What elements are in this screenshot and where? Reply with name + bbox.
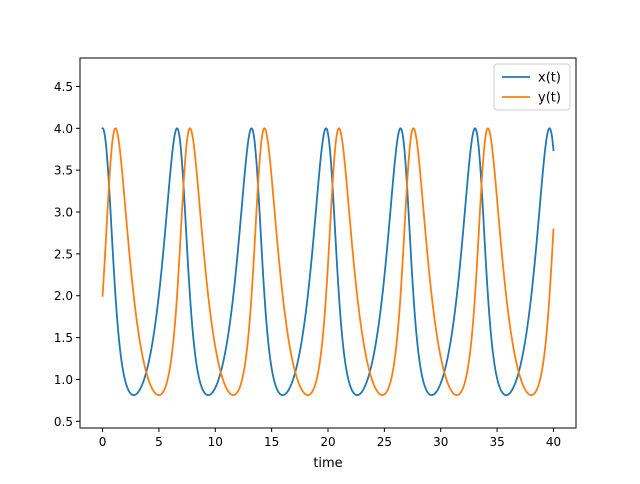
series-layer [101,127,555,397]
x-tick-label: 10 [208,435,223,449]
x-axis-label: time [313,456,342,471]
x-tick-label: 5 [155,435,163,449]
y-axis: 0.5 1.0 1.5 2.0 2.5 3.0 3.5 4.0 4.5 [54,80,80,429]
y-tick-label: 0.5 [54,415,73,429]
x-tick-label: 40 [546,435,561,449]
y-tick-label: 4.5 [54,80,73,94]
legend-label-x: x(t) [538,71,561,86]
legend-box [493,63,571,111]
series-line-y [101,127,555,397]
legend-label-y: y(t) [538,91,561,106]
x-tick-label: 20 [320,435,335,449]
y-tick-label: 2.0 [54,289,73,303]
x-tick-label: 30 [433,435,448,449]
legend: x(t) y(t) [493,63,571,111]
y-tick-label: 3.5 [54,164,73,178]
x-tick-label: 35 [489,435,504,449]
series-line-x [101,127,555,397]
x-tick-label: 15 [264,435,279,449]
x-tick-label: 0 [99,435,107,449]
y-tick-label: 4.0 [54,122,73,136]
y-tick-label: 2.5 [54,247,73,261]
x-tick-label: 25 [377,435,392,449]
y-tick-label: 3.0 [54,206,73,220]
y-tick-label: 1.5 [54,331,73,345]
y-tick-label: 1.0 [54,373,73,387]
x-axis: 0 5 10 15 20 25 30 35 40 [99,428,561,449]
